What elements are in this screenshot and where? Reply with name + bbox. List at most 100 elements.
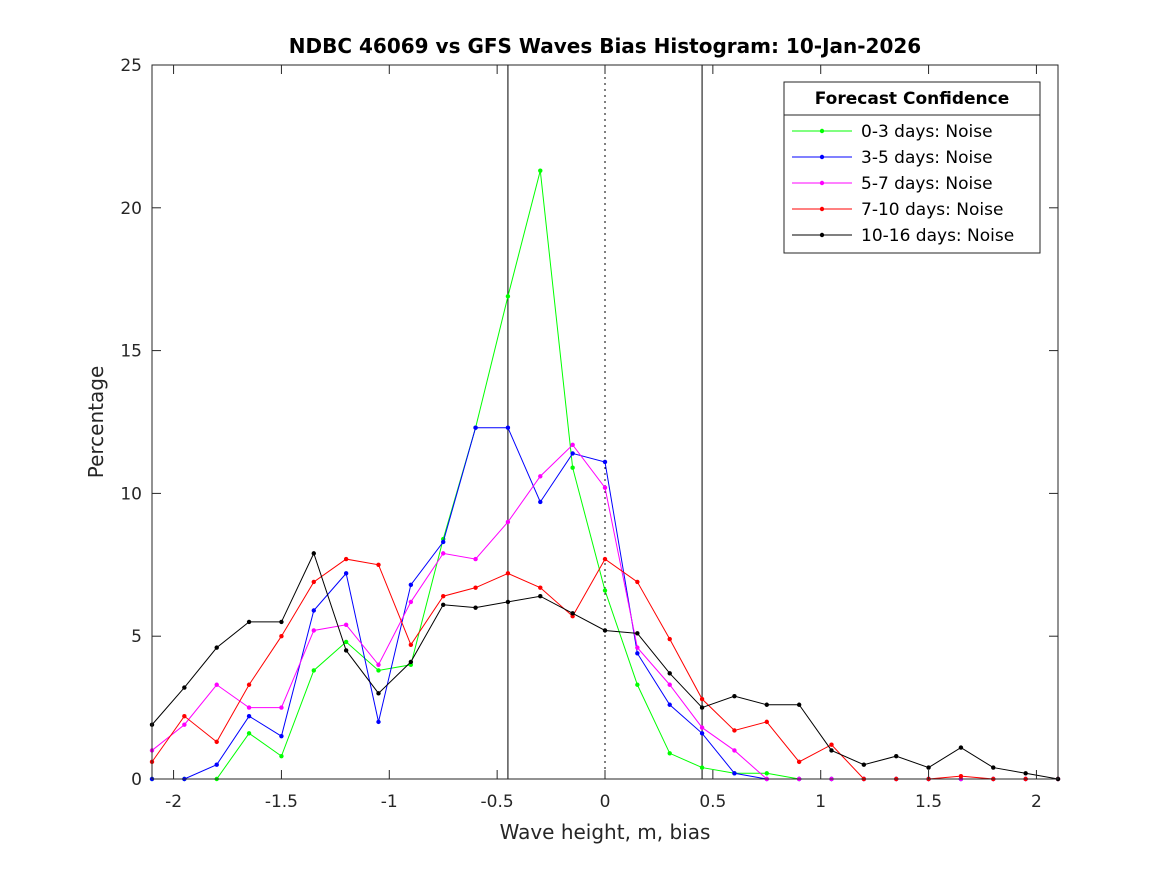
data-point-7-10-days-noise-17: [699, 696, 705, 702]
x-tick-label-8: 2: [1031, 792, 1042, 812]
data-point-7-10-days-noise-21: [829, 742, 834, 747]
data-point-7-10-days-noise-5: [311, 579, 316, 585]
data-point-7-10-days-noise-16: [667, 636, 672, 642]
legend-label-3-5-days-noise: 3-5 days: Noise: [861, 148, 993, 168]
data-point-10-16-days-noise-19: [764, 702, 769, 707]
legend-entries: 0-3 days: Noise 3-5 days: Noise 5-7 days: …: [792, 122, 1014, 246]
data-point-5-7-days-noise-9: [441, 551, 446, 556]
data-point-7-10-days-noise-19: [764, 719, 769, 725]
legend-entry-5-7-days-noise: 5-7 days: Noise: [792, 174, 993, 194]
data-point-0-3-days-noise-14: [602, 588, 608, 593]
data-point-10-16-days-noise-4: [279, 619, 284, 625]
data-point-0-3-days-noise-7: [376, 668, 381, 673]
data-point-3-5-days-noise-16: [667, 702, 672, 707]
data-point-5-7-days-noise-16: [667, 682, 672, 687]
data-point-7-10-days-noise-12: [538, 585, 543, 590]
data-point-7-10-days-noise-20: [796, 759, 802, 765]
data-point-5-7-days-noise-4: [279, 705, 284, 710]
data-point-10-16-days-noise-5: [311, 551, 316, 556]
data-point-10-16-days-noise-2: [214, 645, 219, 650]
data-point-5-7-days-noise-10: [473, 556, 478, 562]
data-point-5-7-days-noise-11: [505, 519, 511, 525]
data-point-3-5-days-noise-17: [699, 731, 705, 736]
x-tick-label-7: 1.5: [915, 792, 942, 812]
data-point-5-7-days-noise-5: [311, 628, 316, 633]
x-tick-label-2: -1: [381, 792, 398, 812]
data-point-5-7-days-noise-1: [182, 722, 187, 727]
legend-swatch-marker-10-16-days-noise: [819, 232, 825, 238]
legend-swatch-marker-0-3-days-noise: [819, 128, 825, 134]
data-point-10-16-days-noise-10: [473, 605, 478, 610]
data-point-3-5-days-noise-9: [441, 539, 446, 545]
data-point-3-5-days-noise-5: [311, 608, 316, 613]
data-point-7-10-days-noise-2: [214, 739, 219, 745]
data-point-5-7-days-noise-8: [408, 599, 414, 605]
data-point-0-3-days-noise-5: [311, 668, 316, 673]
y-tick-label-5: 25: [120, 56, 142, 76]
series-10-16-days-noise: [149, 551, 1061, 782]
data-point-0-3-days-noise-16: [667, 751, 672, 756]
data-point-7-10-days-noise-10: [473, 585, 478, 590]
data-point-7-10-days-noise-3: [246, 682, 252, 687]
data-point-5-7-days-noise-13: [570, 442, 575, 448]
data-point-3-5-days-noise-15: [635, 651, 640, 656]
data-point-0-3-days-noise-15: [635, 682, 640, 687]
x-tick-label-3: -0.5: [481, 792, 514, 812]
data-point-5-7-days-noise-3: [246, 705, 252, 710]
data-point-10-16-days-noise-15: [635, 631, 640, 636]
data-point-10-16-days-noise-6: [343, 648, 349, 653]
data-point-7-10-days-noise-18: [732, 728, 737, 733]
data-point-0-3-days-noise-3: [246, 731, 252, 736]
data-point-3-5-days-noise-10: [473, 425, 478, 430]
legend: Forecast Confidence 0-3 days: Noise 3-5 d…: [783, 81, 1041, 254]
data-point-10-16-days-noise-24: [926, 765, 931, 770]
data-point-3-5-days-noise-14: [602, 459, 608, 465]
data-point-10-16-days-noise-26: [991, 765, 996, 770]
data-point-3-5-days-noise-6: [343, 571, 349, 576]
data-point-7-10-days-noise-6: [343, 556, 349, 562]
data-point-10-16-days-noise-12: [538, 594, 543, 599]
data-point-10-16-days-noise-9: [441, 602, 446, 607]
data-point-5-7-days-noise-2: [214, 682, 219, 687]
y-tick-label-1: 5: [131, 627, 142, 647]
x-tick-label-5: 0.5: [699, 792, 726, 812]
data-point-7-10-days-noise-8: [408, 642, 414, 647]
data-point-10-16-days-noise-13: [570, 611, 575, 616]
data-point-10-16-days-noise-7: [376, 691, 381, 696]
data-point-10-16-days-noise-1: [182, 685, 187, 690]
y-tick-label-3: 15: [120, 342, 142, 362]
data-point-5-7-days-noise-12: [538, 474, 543, 479]
series-layer: [149, 168, 1061, 782]
legend-entry-10-16-days-noise: 10-16 days: Noise: [792, 226, 1014, 246]
data-point-0-3-days-noise-4: [279, 753, 284, 759]
data-point-3-5-days-noise-12: [538, 499, 543, 505]
data-point-7-10-days-noise-25: [958, 773, 964, 779]
legend-title: Forecast Confidence: [815, 89, 1010, 109]
legend-box: [783, 81, 1041, 254]
data-point-0-3-days-noise-13: [570, 465, 575, 470]
data-point-7-10-days-noise-4: [279, 634, 284, 639]
data-point-5-7-days-noise-18: [732, 748, 737, 753]
data-point-10-16-days-noise-8: [408, 659, 414, 665]
data-point-0-3-days-noise-6: [343, 639, 349, 645]
data-point-10-16-days-noise-20: [796, 702, 802, 707]
x-tick-label-0: -2: [165, 792, 182, 812]
data-point-10-16-days-noise-16: [667, 671, 672, 676]
data-point-10-16-days-noise-21: [829, 748, 834, 753]
legend-label-10-16-days-noise: 10-16 days: Noise: [861, 226, 1014, 246]
y-tick-label-4: 20: [120, 199, 142, 219]
data-point-3-5-days-noise-4: [279, 733, 284, 739]
data-point-0-3-days-noise-12: [538, 168, 543, 173]
x-axis-title: Wave height, m, bias: [500, 820, 711, 844]
data-point-7-10-days-noise-14: [602, 556, 608, 562]
legend-swatch-marker-5-7-days-noise: [819, 180, 825, 186]
data-point-7-10-days-noise-11: [505, 571, 511, 576]
data-point-3-5-days-noise-8: [408, 582, 414, 587]
data-point-10-16-days-noise-25: [958, 745, 964, 750]
y-tick-label-0: 0: [131, 770, 142, 790]
data-point-7-10-days-noise-1: [182, 713, 187, 719]
legend-entry-3-5-days-noise: 3-5 days: Noise: [792, 148, 993, 168]
data-point-3-5-days-noise-13: [570, 451, 575, 456]
data-point-5-7-days-noise-17: [699, 725, 705, 730]
